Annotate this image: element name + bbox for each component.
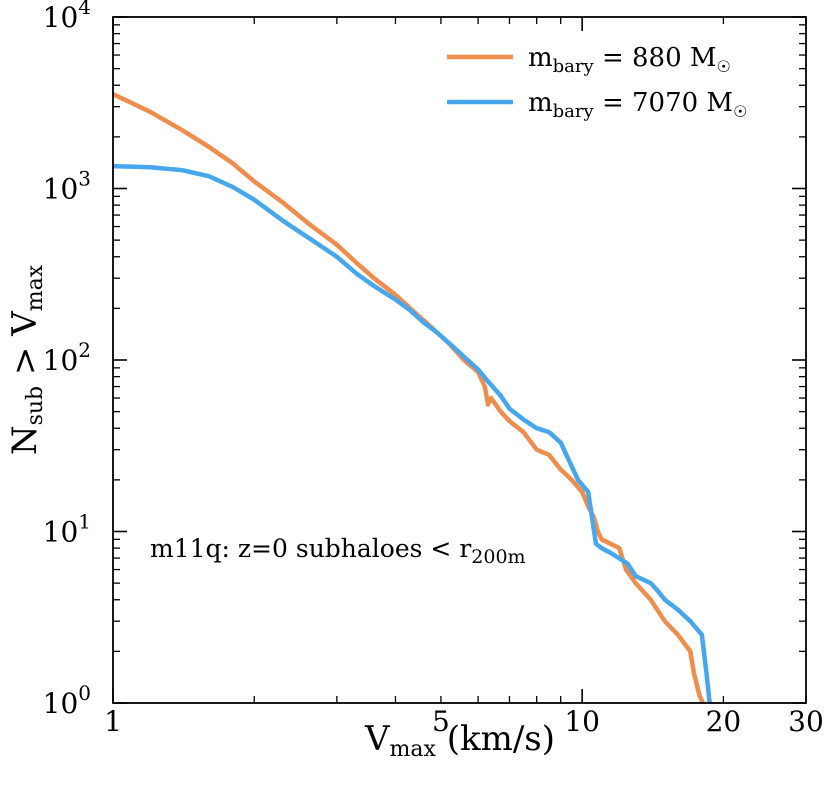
y-tick-label: 100	[43, 681, 91, 720]
legend: mbary = 880 M☉ mbary = 7070 M☉	[447, 43, 747, 122]
series-line-1	[112, 163, 712, 704]
series-layer	[112, 92, 712, 704]
x-tick-label: 1	[104, 705, 122, 738]
legend-entry-880: mbary = 880 M☉	[528, 43, 731, 77]
x-tick-label: 20	[706, 705, 742, 738]
x-tick-label: 10	[564, 705, 600, 738]
annotation-text: m11q: z=0 subhaloes < r200m	[150, 534, 526, 568]
series-line-0	[112, 92, 706, 704]
y-tick-label: 103	[43, 167, 91, 206]
tick-labels: 1 5 10 20 30 100 101 102 103 104	[43, 0, 824, 738]
legend-entry-7070: mbary = 7070 M☉	[528, 88, 747, 122]
y-tick-label: 102	[43, 338, 91, 377]
y-tick-label: 101	[43, 510, 91, 549]
x-axis-label: Vmax (km/s)	[364, 719, 555, 762]
y-axis-label: Nsub > Vmax	[5, 264, 48, 455]
x-tick-label: 30	[788, 705, 824, 738]
ticks-layer	[112, 16, 807, 704]
y-tick-label: 104	[43, 0, 91, 34]
x-tick-label: 5	[432, 705, 450, 738]
